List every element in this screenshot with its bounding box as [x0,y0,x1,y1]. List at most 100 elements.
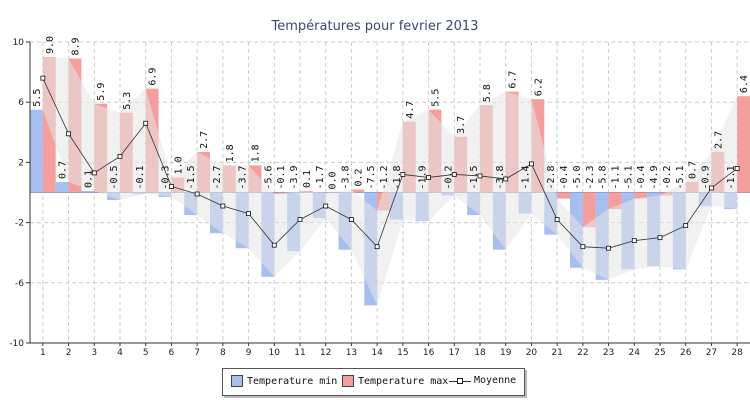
x-tick-label: 8 [220,348,226,358]
x-tick-label: 28 [731,348,743,358]
moyenne-point [271,242,277,248]
label-min: -0.1 [135,165,146,189]
x-tick-label: 25 [654,348,665,358]
x-tick-label: 27 [706,348,717,358]
label-max: 1.0 [173,156,184,174]
label-max: -0.4 [636,165,647,189]
bar-max [737,96,750,193]
moyenne-point [194,191,200,197]
label-min: 0.1 [83,170,94,188]
x-tick-label: 5 [143,348,149,358]
label-min: -5.1 [623,165,634,189]
bar-max [608,192,622,210]
band-area [42,57,738,306]
label-max: 1.8 [251,144,262,162]
x-tick-label: 1 [40,348,46,358]
label-max: 5.9 [96,83,107,101]
y-tick-label: -2 [15,219,24,229]
label-max: 0.0 [328,171,339,189]
moyenne-point [297,217,303,222]
data-labels: 5.59.00.78.90.15.9-0.55.3-0.16.9-0.3 1.0-… [32,36,750,190]
label-max: 9.0 [45,36,56,54]
x-tick-label: 10 [269,348,281,358]
y-tick-label: -6 [15,279,24,289]
label-max: 5.8 [482,84,493,102]
label-min: -1.8 [392,165,403,189]
legend-item-moyenne: Moyenne [449,375,516,386]
legend-swatch-max [342,375,354,387]
moyenne-point [477,173,483,179]
x-tick-label: 11 [294,348,305,358]
x-tick-label: 9 [246,348,252,358]
legend-label-moyenne: Moyenne [474,375,517,386]
label-min: -1.7 [315,165,326,189]
label-max: -0.2 [662,165,673,189]
legend-label-min: Temperature min [247,375,338,387]
label-min: -0.9 [701,165,712,189]
label-min: -1.5 [186,165,197,189]
label-min: -3.7 [238,165,249,189]
legend-label-max: Temperature max [358,375,449,387]
x-tick-label: 20 [526,348,538,358]
label-min: -5.0 [572,165,583,189]
moyenne-point [117,153,123,159]
x-tick-label: 22 [577,348,588,358]
moyenne-point [323,203,329,209]
label-max: 6.2 [533,78,544,96]
moyenne-point [683,223,689,229]
x-tick-label: 7 [194,348,200,358]
y-tick-label: 2 [18,158,24,168]
label-min: -2.7 [212,165,223,189]
moyenne-point [657,235,663,241]
label-min: -1.4 [521,165,532,189]
label-max: 4.7 [405,101,416,119]
label-min: -5.8 [598,165,609,189]
y-tick-label: -10 [9,339,24,349]
label-max: 0.1 [302,170,313,188]
label-min: 0.7 [58,161,69,179]
label-min: -2.8 [546,165,557,189]
moyenne-point [220,203,226,209]
label-max: 2.7 [713,131,724,149]
label-max: -2.3 [585,165,596,189]
x-tick-label: 13 [346,348,357,358]
label-min: -4.9 [649,165,660,189]
y-tick-label: 6 [18,98,24,108]
label-min: -1.1 [726,165,737,189]
label-max: 5.3 [122,92,133,110]
label-max: 0.7 [688,161,699,179]
label-max: -0.1 [276,165,287,189]
x-tick-label: 3 [91,348,97,358]
label-min: -0.5 [109,165,120,189]
moyenne-point [66,131,71,137]
label-max: 6.9 [148,68,159,86]
moyenne-point [709,185,714,191]
x-tick-label: 23 [603,348,614,358]
label-max: 3.7 [456,116,467,134]
min-max-band [42,57,738,306]
label-min: -0.3 [161,165,172,189]
bar-max [351,189,365,193]
label-max: 1.8 [225,144,236,162]
moyenne-point [246,211,251,216]
moyenne-point [734,166,740,171]
moyenne-point [40,75,46,81]
label-min: -5.6 [263,165,274,189]
label-min: -1.5 [469,165,480,189]
x-tick-label: 24 [629,348,641,358]
label-max: 6.4 [739,75,750,93]
bar-min [55,181,69,193]
label-min: -1.9 [418,165,429,189]
moyenne-point [169,184,174,189]
label-min: -0.2 [443,165,454,189]
moyenne-point [91,170,97,176]
moyenne-point [426,175,431,180]
moyenne-point [349,217,354,222]
chart-legend: Temperature min Temperature max Moyenne [222,368,525,396]
label-max: -0.4 [559,165,570,189]
bar-min [30,109,43,193]
legend-swatch-min [231,375,243,387]
x-tick-label: 19 [500,348,512,358]
